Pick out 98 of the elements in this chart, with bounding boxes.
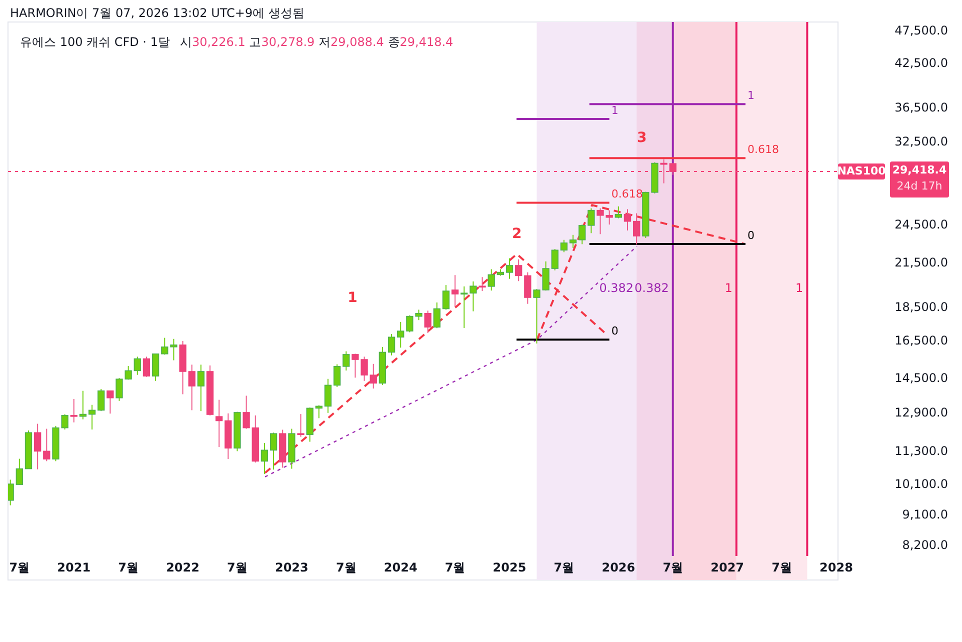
candlestick: [270, 432, 278, 470]
candlestick: [633, 212, 640, 246]
ref-line-label: 1: [724, 281, 732, 295]
candlestick: [596, 208, 604, 235]
candlestick: [551, 248, 558, 271]
candlestick: [470, 280, 477, 312]
x-tick-label: 2027: [710, 560, 744, 574]
y-tick-label: 47,500.0: [894, 23, 948, 38]
ref-line-label: 0.382: [634, 281, 669, 295]
candlestick: [242, 395, 250, 430]
annotation: 2: [512, 226, 522, 242]
y-tick-label: 16,500.0: [894, 333, 948, 348]
candlestick: [388, 333, 396, 356]
x-tick-label: 2025: [492, 560, 526, 574]
candlestick: [342, 350, 350, 371]
y-tick-label: 10,100.0: [894, 477, 948, 492]
candlestick: [506, 258, 514, 280]
candlestick: [197, 364, 205, 412]
candlestick: [216, 399, 223, 448]
candlestick: [560, 239, 568, 253]
x-tick-label: 2022: [166, 560, 200, 574]
text: 유에스 100 캐쉬 CFD · 1달: [20, 35, 170, 49]
y-tick-label: 8,200.0: [902, 538, 948, 552]
x-tick-label: 7월: [227, 560, 248, 574]
candlestick: [424, 310, 432, 334]
y-tick-label: 9,100.0: [902, 508, 948, 522]
ref-line-label: 1: [796, 281, 804, 295]
y-tick-label: 24,500.0: [894, 217, 948, 232]
candlestick: [370, 363, 377, 390]
candlestick: [315, 404, 322, 419]
candlestick: [478, 276, 486, 292]
ref-line-label: NAS100: [837, 164, 886, 178]
x-tick-label: 7월: [9, 560, 30, 574]
candlestick: [188, 364, 196, 411]
candlestick: [433, 302, 440, 329]
series-label: 0: [747, 229, 754, 242]
candlestick: [460, 286, 468, 328]
x-tick-label: 7월: [554, 560, 574, 574]
candlestick: [606, 210, 613, 226]
candlestick: [442, 284, 450, 310]
candlestick: [333, 364, 341, 388]
candlestick: [260, 442, 268, 475]
y-tick-label: 21,500.0: [894, 256, 948, 270]
y-tick-label: 36,500.0: [894, 100, 948, 115]
y-tick-label: 12,900.0: [894, 405, 948, 420]
annotation: 1: [348, 290, 358, 306]
candlestick: [8, 479, 14, 506]
candlestick: [451, 274, 459, 308]
x-tick-label: 2021: [57, 560, 91, 574]
candlestick: [588, 208, 595, 234]
x-tick-label: 7월: [118, 560, 139, 574]
series-label: 0: [611, 324, 618, 338]
series-label: 1: [611, 104, 618, 117]
x-tick-label: 7월: [336, 560, 356, 574]
y-tick-label: 11,300.0: [894, 444, 948, 458]
y-tick-label: 18,500.0: [894, 300, 948, 314]
y-tick-label: 14,500.0: [894, 371, 948, 386]
band-label: 0.382: [599, 281, 634, 295]
x-tick-label: 2023: [274, 560, 308, 574]
candlestick: [397, 321, 404, 348]
candlestick: [488, 268, 495, 292]
candlestick: [515, 258, 522, 282]
candlestick: [614, 206, 622, 219]
candlestick: [624, 208, 632, 231]
candlestick: [161, 337, 168, 356]
candlestick: [124, 366, 132, 380]
x-tick-label: 7월: [772, 560, 792, 574]
series-label: 0.618: [747, 143, 779, 156]
annotation: 3: [636, 130, 647, 146]
x-tick-label: 2026: [602, 560, 636, 574]
candlestick: [152, 353, 160, 382]
candlestick: [134, 356, 141, 376]
text: 24d 17h: [896, 180, 942, 193]
text: 시30,226.1 고30,278.9 저29,088.4 종29,418.4: [180, 35, 454, 49]
candlestick: [297, 414, 304, 438]
text: HARMORIN이 7월 07, 2026 13:02 UTC+9에 생성됨: [10, 6, 304, 20]
candlestick: [569, 234, 577, 248]
candlestick: [116, 378, 123, 402]
y-tick-label: 42,500.0: [894, 56, 948, 70]
candlestick: [524, 272, 532, 304]
candlestick: [16, 458, 23, 486]
candlestick: [324, 378, 332, 414]
candlestick: [34, 423, 42, 470]
y-tick-label: 32,500.0: [894, 134, 948, 149]
text: 29,418.4: [892, 164, 947, 177]
x-tick-label: 7월: [444, 560, 466, 574]
x-tick-label: 2024: [384, 560, 418, 574]
x-tick-label: 2028: [820, 560, 853, 574]
x-tick-label: 7월: [662, 560, 684, 574]
candlestick: [43, 428, 50, 462]
series-label: 1: [747, 89, 754, 102]
candlestick: [70, 398, 78, 423]
candlestick: [106, 390, 114, 414]
candlestick: [142, 356, 150, 378]
candlestick: [88, 404, 96, 430]
candlestick: [170, 338, 178, 361]
candlestick: [578, 224, 586, 245]
candlestick: [98, 388, 105, 412]
